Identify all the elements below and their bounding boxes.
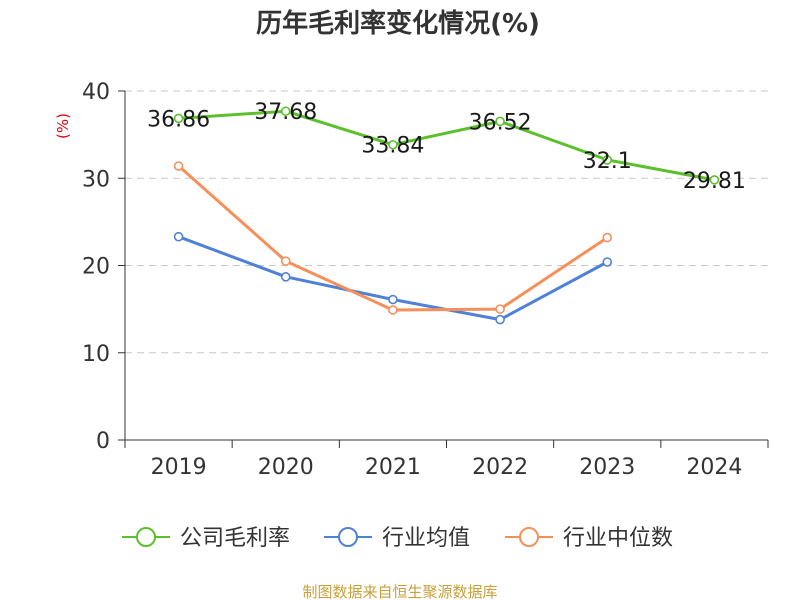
x-tick-label: 2023 — [579, 455, 635, 480]
chart-title: 历年毛利率变化情况(%) — [256, 8, 540, 39]
data-point — [495, 304, 505, 314]
data-point — [495, 116, 505, 127]
data-label: 29.81 — [683, 169, 746, 194]
data-point — [495, 314, 505, 325]
data-labels: 36.86 37.68 33.84 36.52 32.1 29.81 — [147, 100, 746, 194]
legend-swatch-marker — [338, 527, 358, 547]
y-tick-label: 30 — [82, 167, 110, 192]
y-axis-unit: (%) — [54, 113, 72, 139]
x-tick-label: 2024 — [686, 455, 742, 480]
data-point — [388, 294, 398, 305]
data-point — [280, 256, 291, 266]
data-label: 32.1 — [583, 149, 632, 174]
data-label: 37.68 — [254, 100, 317, 125]
y-tick-label: 10 — [82, 342, 110, 367]
y-tick-label: 20 — [82, 255, 110, 280]
data-label: 36.86 — [147, 107, 210, 132]
x-tick-label: 2021 — [365, 455, 421, 480]
y-tick-label: 0 — [96, 429, 110, 454]
data-label: 36.52 — [469, 110, 532, 135]
source-note: 制图数据来自恒生聚源数据库 — [302, 583, 497, 600]
x-tick-label: 2019 — [151, 455, 207, 480]
legend-label: 行业均值 — [382, 526, 470, 551]
series-lines — [173, 106, 720, 325]
legend-swatch-marker — [519, 527, 539, 547]
data-point — [602, 155, 613, 165]
data-point — [388, 305, 398, 315]
legend-swatch-marker — [136, 527, 156, 547]
data-point — [173, 231, 184, 242]
data-label: 33.84 — [361, 134, 424, 159]
data-point — [388, 139, 398, 150]
x-tick-label: 2020 — [258, 455, 314, 480]
legend-label: 公司毛利率 — [180, 526, 290, 551]
series-line-2 — [177, 164, 609, 312]
legend-label: 行业中位数 — [563, 526, 673, 551]
data-point — [709, 175, 720, 185]
y-tick-label: 40 — [82, 80, 110, 105]
data-point — [173, 161, 184, 171]
grid-lines — [125, 90, 768, 354]
data-point — [602, 257, 613, 267]
x-tick-label: 2022 — [472, 455, 528, 480]
series-line-0 — [178, 109, 715, 182]
data-point — [280, 272, 291, 282]
data-point — [173, 113, 184, 124]
data-point — [602, 232, 613, 243]
axes: 0 10 20 30 40 2019 2020 2021 2022 2023 2024 — [82, 80, 769, 480]
legend: 公司毛利率 行业均值 行业中位数 — [122, 526, 673, 551]
data-point — [280, 106, 291, 117]
